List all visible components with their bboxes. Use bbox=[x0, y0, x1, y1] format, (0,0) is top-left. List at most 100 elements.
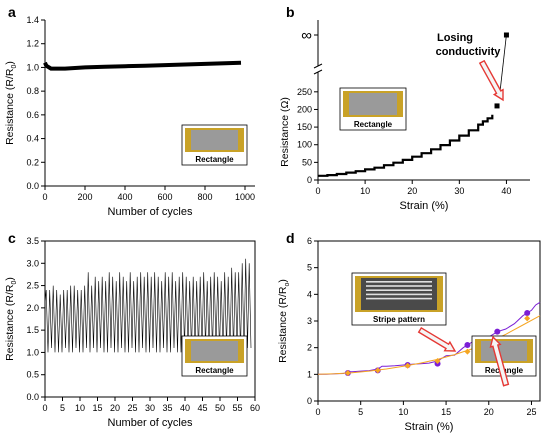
x-tick-label: 10 bbox=[75, 403, 85, 413]
y-tick-label: 6 bbox=[307, 236, 312, 246]
data-marker-diamond bbox=[374, 367, 381, 374]
panel-b: 0 10 20 30 40 0 50 100 150 200 250 ∞ Strain (%) Resis… bbox=[279, 20, 530, 212]
inset-film bbox=[191, 130, 238, 150]
y-tick-label: 50 bbox=[302, 157, 312, 167]
y-tick-label: 0.0 bbox=[26, 181, 39, 191]
panel-letter-a: a bbox=[8, 4, 16, 20]
inset-label: Stripe pattern bbox=[373, 315, 425, 324]
panel-letter-c: c bbox=[8, 230, 16, 246]
x-axis-label: Strain (%) bbox=[405, 421, 454, 433]
inset-stripe bbox=[366, 297, 432, 300]
x-axis-label: Number of cycles bbox=[108, 417, 193, 429]
y-axis-label: Resistance (R/R0) bbox=[4, 61, 18, 145]
x-tick-label: 0 bbox=[42, 403, 47, 413]
y-axis-label: Resistance (Ω) bbox=[279, 97, 291, 167]
annotation-arrow bbox=[478, 59, 504, 102]
series-line bbox=[318, 114, 494, 177]
x-tick-label: 45 bbox=[197, 403, 207, 413]
x-tick-label: 15 bbox=[441, 407, 451, 417]
y-axis-label: Resistance (R/Ro) bbox=[277, 279, 291, 363]
data-marker-infinity bbox=[503, 32, 509, 38]
data-marker-diamond bbox=[344, 370, 351, 376]
x-tick-label: 35 bbox=[162, 403, 172, 413]
axis-break-mark bbox=[313, 63, 323, 69]
x-tick-label: 60 bbox=[250, 403, 260, 413]
series-line-1 bbox=[318, 301, 541, 375]
data-marker-diamond bbox=[404, 362, 411, 369]
inset-stripe bbox=[366, 293, 432, 296]
x-tick-label: 1000 bbox=[235, 192, 255, 202]
y-tick-label: 1.0 bbox=[26, 347, 39, 357]
x-tick-label: 15 bbox=[92, 403, 102, 413]
data-marker bbox=[494, 103, 500, 109]
panel-letter-b: b bbox=[286, 4, 295, 20]
y-tick-label: 1.2 bbox=[26, 39, 39, 49]
inset-stripe bbox=[366, 289, 432, 291]
y-tick-label: 0 bbox=[307, 396, 312, 406]
inset-rectangle-sample: Rectangle bbox=[339, 87, 407, 131]
y-tick-label: 150 bbox=[297, 122, 312, 132]
x-tick-label: 400 bbox=[117, 192, 132, 202]
data-marker-circle bbox=[524, 310, 531, 316]
x-tick-label: 0 bbox=[315, 407, 320, 417]
y-tick-label: 3.0 bbox=[26, 258, 39, 268]
jump-line bbox=[499, 34, 507, 94]
y-tick-label: 1.4 bbox=[26, 15, 39, 25]
inset-film bbox=[481, 341, 527, 361]
y-tick-label: 0.4 bbox=[26, 134, 39, 144]
inset-film bbox=[191, 341, 238, 361]
panel-d: 0 5 10 15 20 25 0 1 2 3 4 5 6 Strain (%) Resistance (R… bbox=[277, 236, 541, 433]
y-tick-label: 3.5 bbox=[26, 236, 39, 246]
series-line bbox=[43, 60, 242, 71]
y-tick-label: 5 bbox=[307, 263, 312, 273]
arrow-stripe bbox=[417, 326, 457, 352]
x-tick-label: 200 bbox=[77, 192, 92, 202]
inset-label: Rectangle bbox=[195, 155, 234, 164]
arrow-rectangle bbox=[489, 335, 510, 387]
inset-stripe bbox=[366, 285, 432, 287]
panel-a: 0 200 400 600 800 1000 0.0 0.2 0.4 0.6 0.8 1.0 1.2 1.… bbox=[4, 15, 255, 218]
y-tick-label: 0.8 bbox=[26, 86, 39, 96]
inset-rectangle-sample: Rectangle bbox=[181, 335, 248, 377]
y-tick-label: 2 bbox=[307, 343, 312, 353]
inset-film bbox=[349, 93, 397, 115]
x-tick-label: 30 bbox=[145, 403, 155, 413]
y-tick-label: 3 bbox=[307, 316, 312, 326]
x-tick-label: 20 bbox=[407, 186, 417, 196]
y-tick-label: 4 bbox=[307, 289, 312, 299]
series-line bbox=[44, 258, 252, 353]
y-tick-label: 1.5 bbox=[26, 325, 39, 335]
y-tick-label: 0.2 bbox=[26, 157, 39, 167]
infinity-label: ∞ bbox=[301, 27, 312, 44]
x-tick-label: 20 bbox=[484, 407, 494, 417]
x-tick-label: 25 bbox=[127, 403, 137, 413]
y-tick-label: 100 bbox=[297, 140, 312, 150]
data-marker-circle bbox=[464, 342, 471, 348]
x-tick-label: 20 bbox=[110, 403, 120, 413]
x-tick-label: 5 bbox=[60, 403, 65, 413]
data-marker-diamond bbox=[434, 358, 441, 364]
x-tick-label: 10 bbox=[398, 407, 408, 417]
y-tick-label: 1.0 bbox=[26, 62, 39, 72]
x-tick-label: 50 bbox=[215, 403, 225, 413]
x-tick-label: 40 bbox=[501, 186, 511, 196]
x-axis-label: Strain (%) bbox=[400, 200, 449, 212]
x-tick-label: 10 bbox=[360, 186, 370, 196]
inset-label: Rectangle bbox=[354, 120, 393, 129]
y-tick-label: 0.5 bbox=[26, 370, 39, 380]
data-marker-diamond bbox=[464, 348, 471, 355]
annotation-losing-conductivity: Losing conductivity bbox=[436, 32, 502, 58]
x-tick-label: 600 bbox=[157, 192, 172, 202]
inset-stripe bbox=[366, 281, 432, 283]
x-tick-label: 55 bbox=[232, 403, 242, 413]
x-tick-label: 800 bbox=[197, 192, 212, 202]
data-marker-diamond bbox=[524, 315, 531, 322]
axis-break-mark bbox=[313, 69, 323, 75]
inset-label: Rectangle bbox=[195, 366, 234, 375]
y-tick-label: 250 bbox=[297, 87, 312, 97]
x-tick-label: 40 bbox=[180, 403, 190, 413]
inset-rectangle-sample: Rectangle bbox=[181, 124, 248, 166]
y-tick-label: 200 bbox=[297, 104, 312, 114]
x-tick-label: 0 bbox=[42, 192, 47, 202]
y-tick-label: 1 bbox=[307, 369, 312, 379]
